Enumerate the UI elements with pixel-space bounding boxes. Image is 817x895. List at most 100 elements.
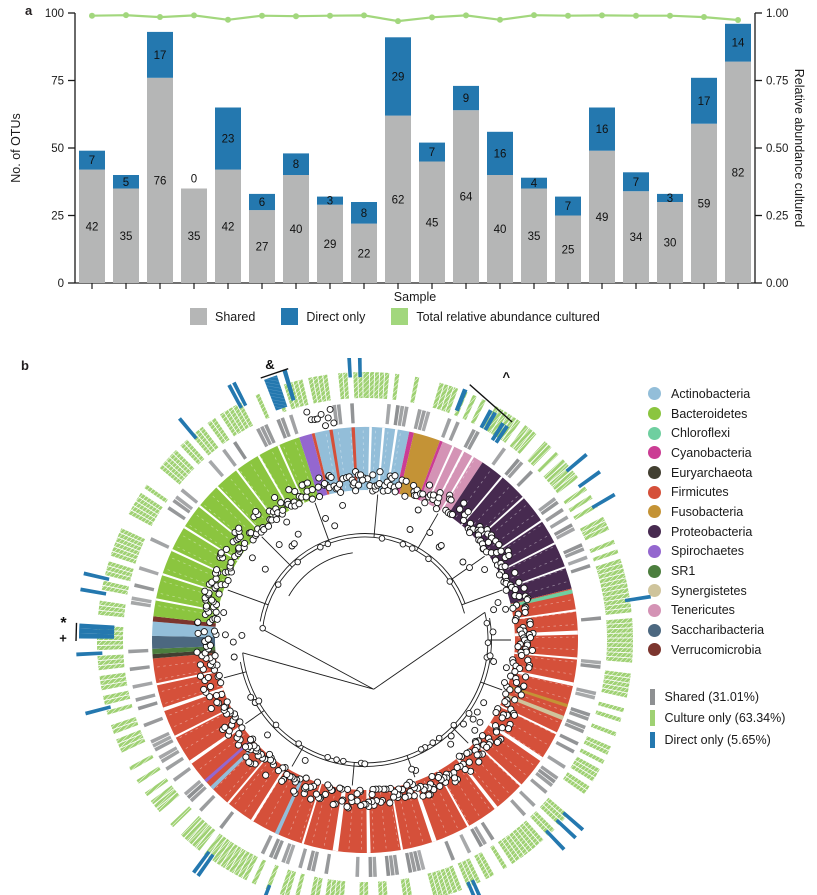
- direct-bar: [351, 202, 377, 224]
- culture-only-tick: [546, 462, 569, 483]
- annotation-direct-tick: [79, 623, 115, 630]
- culture-only-tick: [138, 492, 163, 511]
- culture-only-tick: [99, 600, 126, 609]
- culture-only-tick: [102, 580, 129, 591]
- direct-value-label: 16: [596, 124, 609, 136]
- shared-tick: [388, 855, 395, 876]
- annotation-line: [75, 622, 78, 642]
- shared-value-label: 30: [664, 238, 677, 250]
- abundance-point: [157, 14, 163, 21]
- shared-tick: [480, 821, 495, 841]
- wedge-stripe: [513, 609, 577, 620]
- shared-tick: [150, 731, 170, 744]
- culture-only-tick: [606, 643, 633, 648]
- culture-only-tick: [573, 503, 598, 521]
- shared-tick: [298, 848, 308, 869]
- phylum-legend-item: Spirochaetes: [648, 542, 764, 562]
- shared-tick: [459, 833, 472, 854]
- shared-bar: [181, 188, 207, 283]
- shared-tick: [132, 681, 153, 689]
- culture-only-tick: [581, 521, 608, 537]
- culture-only-tick: [478, 852, 495, 877]
- shared-tick: [276, 418, 287, 439]
- shared-tick: [219, 811, 235, 830]
- culture-only-tick: [595, 558, 622, 571]
- culture-only-tick: [293, 380, 305, 407]
- culture-only-tick: [563, 486, 588, 505]
- culture-only-tick: [284, 870, 297, 895]
- phylum-legend-item: Firmicutes: [648, 482, 764, 502]
- direct-bar: [623, 172, 649, 192]
- direct-bar: [113, 175, 139, 189]
- shared-tick: [580, 659, 602, 665]
- phylum-name: Proteobacteria: [671, 524, 753, 539]
- shared-tick: [311, 851, 319, 872]
- wedge-stripe: [204, 738, 254, 783]
- shared-tick: [530, 778, 548, 794]
- shared-bar: [419, 161, 445, 283]
- direct-only-tick: [591, 492, 616, 510]
- shared-tick: [175, 495, 194, 511]
- phylum-legend-item: Verrucomicrobia: [648, 640, 764, 660]
- shared-tick: [417, 849, 426, 871]
- culture-only-tick: [119, 528, 146, 543]
- shared-value-label: 40: [290, 224, 303, 236]
- culture-only-tick: [219, 412, 238, 437]
- y-left-tick-label: 0: [58, 278, 64, 290]
- abundance-point: [463, 12, 469, 19]
- wedge-stripe: [368, 427, 372, 491]
- culture-only-tick: [106, 566, 133, 577]
- culture-only-tick: [596, 563, 624, 575]
- shared-value-label: 40: [494, 224, 507, 236]
- shared-tick: [393, 405, 400, 426]
- shared-tick: [355, 856, 360, 877]
- shared-tick: [143, 716, 164, 728]
- culture-only-tick: [353, 372, 359, 399]
- culture-only-tick: [377, 881, 383, 895]
- shared-tick: [507, 461, 524, 479]
- direct-value-label: 7: [633, 177, 639, 189]
- culture-only-tick: [233, 850, 250, 876]
- annotation-direct-tick: [479, 409, 493, 429]
- culture-only-tick: [156, 792, 180, 813]
- shared-bar: [147, 77, 173, 283]
- culture-only-tick: [378, 372, 385, 399]
- legend-swatch: [391, 308, 409, 325]
- y-left-tick-label: 50: [51, 143, 64, 155]
- culture-only-tick: [363, 372, 368, 399]
- direct-only-tick: [624, 594, 652, 603]
- shared-tick: [288, 414, 299, 435]
- phylum-legend-item: Cyanobacteria: [648, 443, 764, 463]
- culture-only-tick: [374, 372, 380, 399]
- shared-tick: [256, 427, 269, 448]
- direct-bar: [725, 23, 751, 62]
- shared-tick: [336, 404, 343, 425]
- abundance-point: [735, 17, 741, 24]
- direct-only-tick: [227, 384, 243, 409]
- culture-only-tick: [99, 672, 126, 681]
- direct-value-label: 9: [463, 93, 469, 105]
- culture-only-tick: [117, 532, 144, 547]
- direct-value-label: 17: [698, 96, 711, 108]
- ring-legend-label: Culture only (63.34%): [664, 711, 786, 726]
- direct-bar: [657, 193, 683, 202]
- abundance-point: [429, 14, 435, 21]
- shared-tick: [540, 765, 559, 780]
- panel-a-label: a: [25, 3, 33, 18]
- phylum-color-dot: [648, 525, 661, 539]
- abundance-point: [225, 16, 231, 23]
- culture-only-tick: [606, 628, 633, 634]
- tree-leaf-nodes: [193, 405, 537, 812]
- culture-only-tick: [229, 848, 246, 874]
- culture-only-tick: [106, 703, 133, 715]
- shared-tick: [516, 470, 534, 487]
- shared-value-label: 82: [732, 167, 745, 179]
- wedge-stripe: [329, 429, 343, 493]
- shared-value-label: 34: [630, 232, 643, 244]
- culture-only-tick: [180, 815, 202, 838]
- y-left-tick-label: 75: [51, 76, 64, 88]
- direct-value-label: 3: [667, 193, 673, 205]
- culture-only-tick: [97, 645, 124, 651]
- culture-only-tick: [537, 451, 559, 473]
- culture-only-tick: [97, 640, 124, 646]
